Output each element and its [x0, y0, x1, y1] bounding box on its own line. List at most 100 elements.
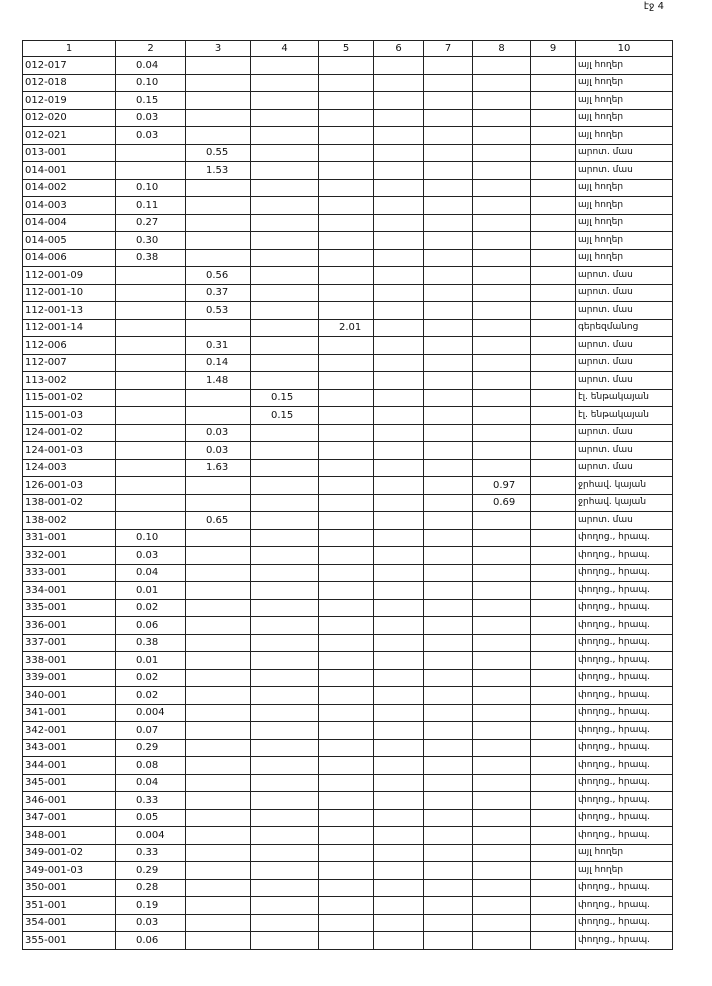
area-value: 0.03: [115, 546, 186, 565]
empty-cell: [250, 318, 319, 337]
empty-cell: [185, 563, 251, 582]
empty-cell: [250, 266, 319, 285]
table-row: 337-001 0.38 փողոց., հրապ.: [22, 633, 673, 652]
land-use: այլ հողեր: [575, 196, 673, 215]
area-value: 0.69: [472, 493, 531, 512]
empty-cell: [472, 458, 531, 477]
empty-cell: [318, 633, 374, 652]
empty-cell: [250, 913, 319, 932]
empty-cell: [373, 213, 424, 232]
empty-cell: [423, 441, 473, 460]
empty-cell: [472, 563, 531, 582]
table-row: 338-001 0.01 փողոց., հրապ.: [22, 651, 673, 670]
empty-cell: [530, 318, 576, 337]
empty-cell: [318, 931, 374, 950]
parcel-code: 354-001: [22, 913, 116, 932]
land-use: այլ հողեր: [575, 91, 673, 110]
empty-cell: [185, 773, 251, 792]
page-label: էջ 4: [643, 1, 664, 12]
empty-cell: [423, 633, 473, 652]
table-row: 013-001 0.55 արոտ. մաս: [22, 143, 673, 162]
empty-cell: [373, 703, 424, 722]
empty-cell: [472, 651, 531, 670]
empty-cell: [373, 441, 424, 460]
table-row: 014-004 0.27 այլ հողեր: [22, 213, 673, 232]
table-row: 343-001 0.29 փողոց., հրապ.: [22, 738, 673, 757]
empty-cell: [423, 878, 473, 897]
empty-cell: [423, 301, 473, 320]
empty-cell: [250, 196, 319, 215]
area-value: 0.53: [185, 301, 251, 320]
empty-cell: [373, 633, 424, 652]
empty-cell: [423, 738, 473, 757]
parcel-code: 335-001: [22, 598, 116, 617]
empty-cell: [423, 476, 473, 495]
empty-cell: [530, 423, 576, 442]
empty-cell: [115, 493, 186, 512]
empty-cell: [115, 336, 186, 355]
parcel-code: 338-001: [22, 651, 116, 670]
empty-cell: [185, 878, 251, 897]
empty-cell: [318, 458, 374, 477]
land-use: արոտ. մաս: [575, 161, 673, 180]
empty-cell: [530, 511, 576, 530]
empty-cell: [423, 318, 473, 337]
table-row: 346-001 0.33 փողոց., հրապ.: [22, 791, 673, 810]
empty-cell: [250, 668, 319, 687]
area-value: 0.03: [115, 913, 186, 932]
empty-cell: [250, 808, 319, 827]
land-use: այլ հողեր: [575, 178, 673, 197]
land-use: այլ հողեր: [575, 861, 673, 880]
table-row: 012-019 0.15 այլ հողեր: [22, 91, 673, 110]
empty-cell: [423, 266, 473, 285]
empty-cell: [373, 91, 424, 110]
area-value: 0.04: [115, 773, 186, 792]
empty-cell: [373, 861, 424, 880]
empty-cell: [318, 826, 374, 845]
area-value: 0.15: [115, 91, 186, 110]
empty-cell: [373, 493, 424, 512]
empty-cell: [530, 108, 576, 127]
table-row: 112-001-14 2.01 գերեզմանոց: [22, 318, 673, 337]
empty-cell: [472, 126, 531, 145]
parcel-code: 340-001: [22, 686, 116, 705]
empty-cell: [423, 161, 473, 180]
empty-cell: [530, 913, 576, 932]
parcel-code: 115-001-03: [22, 406, 116, 425]
empty-cell: [250, 91, 319, 110]
area-value: 0.10: [115, 178, 186, 197]
empty-cell: [185, 476, 251, 495]
table-row: 339-001 0.02 փողոց., հրապ.: [22, 668, 673, 687]
empty-cell: [423, 283, 473, 302]
empty-cell: [318, 528, 374, 547]
empty-cell: [373, 406, 424, 425]
area-value: 0.08: [115, 756, 186, 775]
table-row: 115-001-02 0.15 էլ. ենթակայան: [22, 388, 673, 407]
empty-cell: [472, 773, 531, 792]
empty-cell: [472, 861, 531, 880]
parcel-code: 336-001: [22, 616, 116, 635]
empty-cell: [373, 336, 424, 355]
empty-cell: [530, 178, 576, 197]
empty-cell: [250, 353, 319, 372]
empty-cell: [318, 651, 374, 670]
empty-cell: [472, 108, 531, 127]
empty-cell: [318, 248, 374, 267]
empty-cell: [250, 458, 319, 477]
empty-cell: [530, 126, 576, 145]
empty-cell: [250, 703, 319, 722]
empty-cell: [115, 511, 186, 530]
empty-cell: [115, 143, 186, 162]
table-row: 014-006 0.38 այլ հողեր: [22, 248, 673, 267]
parcel-code: 012-021: [22, 126, 116, 145]
land-use: փողոց., հրապ.: [575, 756, 673, 775]
area-value: 0.55: [185, 143, 251, 162]
empty-cell: [530, 633, 576, 652]
empty-cell: [530, 616, 576, 635]
area-value: 0.01: [115, 581, 186, 600]
empty-cell: [472, 598, 531, 617]
empty-cell: [250, 161, 319, 180]
parcel-code: 331-001: [22, 528, 116, 547]
empty-cell: [423, 388, 473, 407]
parcel-code: 342-001: [22, 721, 116, 740]
